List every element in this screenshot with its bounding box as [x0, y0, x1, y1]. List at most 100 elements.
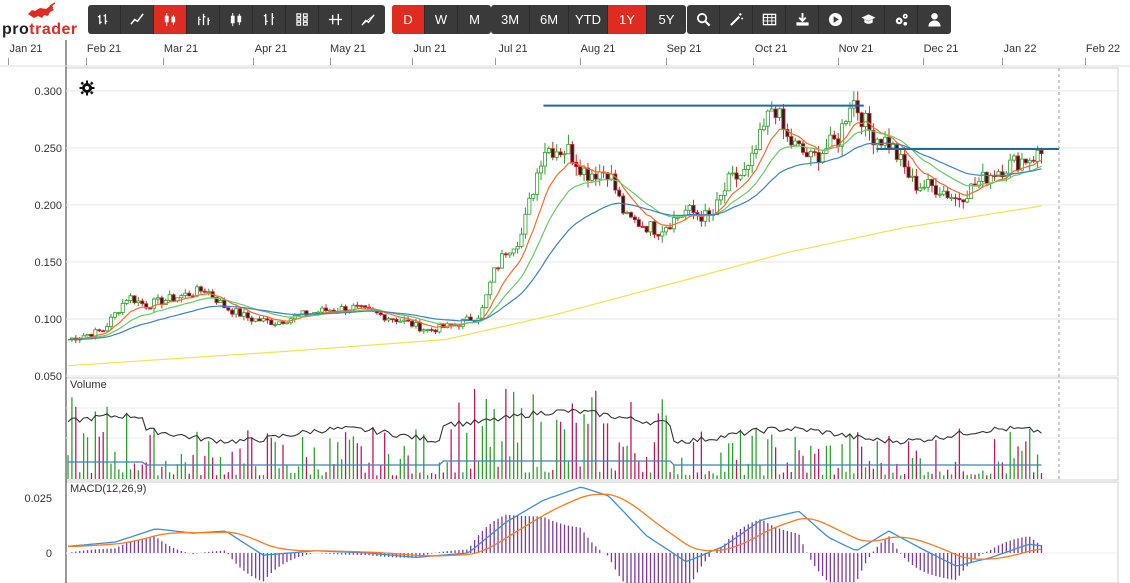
- price-candle-body: [566, 143, 571, 155]
- price-candle-body: [930, 179, 935, 187]
- price-candle-body: [1031, 159, 1036, 162]
- price-candle-body: [312, 312, 317, 315]
- price-candle-body: [222, 299, 227, 309]
- chart-settings-gear-icon[interactable]: [79, 80, 95, 96]
- time-axis-label: Feb 22: [1085, 43, 1121, 55]
- price-candle-body: [777, 108, 782, 118]
- price-candle-body: [844, 121, 849, 125]
- settings-cogs-icon: [895, 13, 908, 26]
- price-candle-body: [539, 165, 544, 174]
- price-candle-body: [507, 252, 512, 256]
- price-candle-body: [996, 171, 1001, 177]
- tool-graduation-cap-button[interactable]: [852, 5, 885, 34]
- price-candle-body: [773, 108, 778, 118]
- user-icon: [928, 12, 941, 27]
- tool-search-button[interactable]: [687, 5, 720, 34]
- price-candle-body: [789, 136, 794, 146]
- chart-type-heikin-ashi-button[interactable]: [253, 5, 286, 34]
- time-axis-tick: [495, 58, 496, 65]
- price-candle-body: [593, 173, 598, 180]
- interval-w-button[interactable]: W: [425, 5, 458, 34]
- line-chart-icon: [129, 13, 144, 25]
- price-candle-body: [132, 295, 137, 304]
- price-candle-body: [761, 125, 766, 131]
- chart-type-line-chart-button[interactable]: [121, 5, 154, 34]
- chart-type-hlc-bars-button[interactable]: [187, 5, 220, 34]
- chart-type-candlestick-button[interactable]: [154, 5, 187, 34]
- price-candle-body: [558, 151, 563, 156]
- candlestick-icon: [164, 12, 175, 27]
- price-candle-body: [613, 173, 618, 191]
- interval-d-button[interactable]: D: [392, 5, 425, 34]
- price-candle-body: [1023, 158, 1028, 164]
- price-candle-body: [722, 190, 727, 196]
- price-candle-body: [492, 267, 497, 283]
- time-axis-tick: [253, 58, 254, 65]
- tool-table-button[interactable]: [753, 5, 786, 34]
- price-candle-body: [109, 316, 114, 327]
- protrader-logo[interactable]: protrader: [2, 2, 80, 38]
- price-tick-label: 0.050: [34, 371, 62, 383]
- chart-type-point-figure-button[interactable]: [319, 5, 352, 34]
- chart-type-area-chart-button[interactable]: [352, 5, 385, 34]
- price-candle-body: [386, 318, 391, 321]
- price-candle-body: [355, 304, 360, 307]
- logo-text: protrader: [2, 21, 78, 39]
- price-candle-body: [187, 292, 192, 297]
- tool-user-button[interactable]: [918, 5, 951, 34]
- price-candle-body: [124, 300, 129, 304]
- price-candle-body: [742, 169, 747, 176]
- price-candle-body: [527, 197, 532, 215]
- tool-settings-cogs-button[interactable]: [885, 5, 918, 34]
- time-axis-tick: [753, 58, 754, 65]
- price-candle-body: [265, 318, 270, 321]
- price-candle-body: [730, 172, 735, 175]
- price-candle-body: [496, 267, 501, 270]
- time-axis-label: Nov 21: [838, 43, 874, 55]
- tool-download-button[interactable]: [786, 5, 819, 34]
- chart-type-ohlc-bars-button[interactable]: [88, 5, 121, 34]
- tool-play-button[interactable]: [819, 5, 852, 34]
- price-ema-mid-line: [67, 129, 1042, 341]
- price-candle-body: [144, 303, 149, 309]
- price-candle-body: [97, 329, 102, 332]
- price-candle-body: [922, 186, 927, 189]
- time-axis-tick: [666, 58, 667, 65]
- range-5y-button[interactable]: 5Y: [658, 12, 675, 27]
- chart-type-renko-button[interactable]: [286, 5, 319, 34]
- interval-m-button[interactable]: M: [469, 12, 480, 27]
- time-axis-tick: [163, 58, 164, 65]
- download-icon: [795, 12, 809, 26]
- price-candle-body: [206, 291, 211, 294]
- price-candle-body: [926, 179, 931, 188]
- price-candle-body: [413, 322, 418, 327]
- time-axis-label: Jan 21: [9, 43, 43, 55]
- graduation-cap-icon: [860, 14, 876, 24]
- price-candle-body: [957, 198, 962, 201]
- price-candle-body: [433, 329, 438, 333]
- price-candle-body: [859, 112, 864, 128]
- price-candle-body: [394, 319, 399, 323]
- price-candle-body: [734, 172, 739, 180]
- price-candle-body: [887, 136, 892, 149]
- price-candle-body: [554, 151, 559, 158]
- price-candle-body: [898, 154, 903, 160]
- tool-magic-wand-button[interactable]: [720, 5, 753, 34]
- range-3m-button[interactable]: 3M: [491, 5, 530, 34]
- range-1y-button[interactable]: 1Y: [608, 5, 647, 34]
- price-candle-body: [757, 129, 762, 150]
- chart-type-hollow-candles-button[interactable]: [220, 5, 253, 34]
- price-candle-body: [226, 307, 231, 311]
- hollow-candles-icon: [230, 12, 241, 27]
- range-6m-button[interactable]: 6M: [530, 5, 569, 34]
- range-ytd-button[interactable]: YTD: [569, 5, 608, 34]
- price-candle-body: [257, 318, 262, 322]
- price-candle-body: [519, 233, 524, 247]
- price-candle-body: [1008, 159, 1013, 174]
- price-candle-body: [664, 227, 669, 233]
- price-candle-body: [918, 187, 923, 191]
- price-candle-body: [941, 190, 946, 195]
- price-candle-body: [550, 148, 555, 158]
- hlc-bars-icon: [197, 13, 210, 26]
